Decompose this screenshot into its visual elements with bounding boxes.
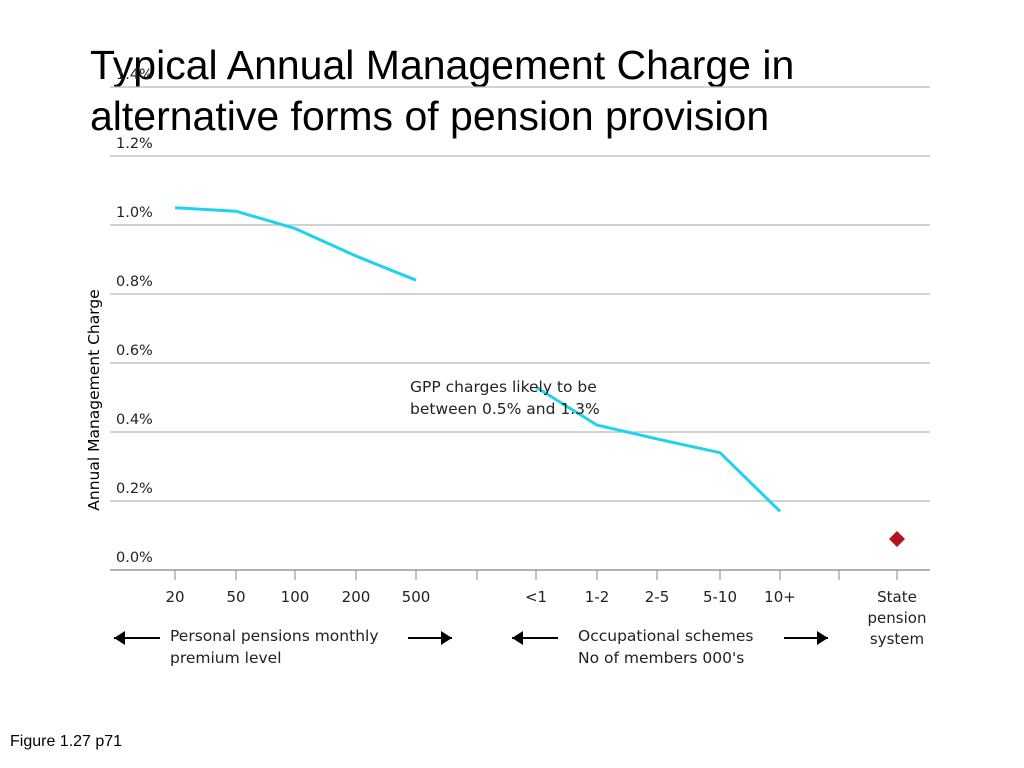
grid-lines — [110, 86, 930, 571]
group-label: Occupational schemes — [578, 627, 754, 645]
chart-annotation: GPP charges likely to be between 0.5% and… — [410, 378, 600, 418]
y-tick-label: 0.4% — [116, 412, 153, 428]
slide-title-line-2: alternative forms of pension provision — [90, 93, 770, 139]
y-tick-label: 0.2% — [116, 481, 153, 497]
arrow-head — [817, 631, 828, 645]
x-tick-label: <1 — [525, 588, 547, 606]
slide-title: Typical Annual Management Charge in alte… — [90, 40, 990, 142]
figure-caption: Figure 1.27 p71 — [10, 733, 123, 750]
x-tick-label: 50 — [226, 588, 245, 606]
data-point-marker — [889, 530, 905, 547]
series-line — [535, 385, 782, 513]
y-axis-label: Annual Management Charge — [85, 289, 103, 510]
slide-title-line-1: Typical Annual Management Charge in — [90, 42, 795, 88]
y-tick-label: 1.2% — [116, 136, 153, 152]
x-tick-label: 100 — [281, 588, 310, 606]
x-tick-label: 5-10 — [703, 588, 737, 606]
y-tick-label: 0.8% — [116, 274, 153, 290]
x-tick-label: 500 — [402, 588, 431, 606]
annotation-text: between 0.5% and 1.3% — [410, 400, 600, 418]
arrow-head — [114, 631, 125, 645]
y-tick-label: 0.0% — [116, 550, 153, 566]
x-category-labels: 20 50 100 200 500 <1 1-2 2-5 5-10 10+ State pension… — [165, 588, 926, 648]
group-label: premium level — [170, 649, 282, 667]
category-group-labels: Personal pensions monthly premium level Oc… — [114, 627, 828, 667]
series-line — [174, 206, 417, 282]
x-tick-label: 2-5 — [645, 588, 670, 606]
x-tick-label: 20 — [165, 588, 184, 606]
x-tick-label: 1-2 — [585, 588, 610, 606]
x-tick-marks — [174, 570, 898, 580]
y-tick-label: 1.0% — [116, 205, 153, 221]
annotation-text: GPP charges likely to be — [410, 378, 597, 396]
x-tick-label: State pension system — [868, 588, 927, 648]
y-tick-label: 0.6% — [116, 343, 153, 359]
arrow-head — [512, 631, 523, 645]
group-label: Personal pensions monthly — [170, 627, 379, 645]
x-tick-label: 200 — [342, 588, 371, 606]
y-tick-labels: 0.0% 0.2% 0.4% 0.6% 0.8% 1.0% 1.2% 1.4% — [116, 67, 153, 566]
arrow-head — [441, 631, 452, 645]
group-label: No of members 000's — [578, 649, 744, 667]
data-series — [174, 206, 905, 547]
y-tick-label: 1.4% — [116, 67, 153, 83]
x-tick-label: 10+ — [764, 588, 796, 606]
